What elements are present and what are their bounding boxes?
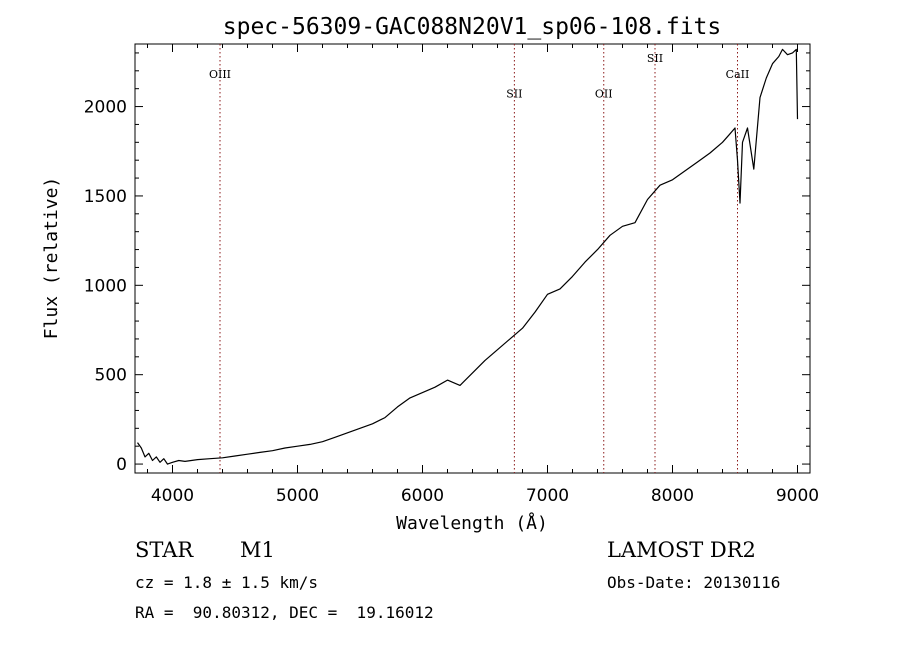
spectrum-series-line — [137, 48, 799, 465]
y-tick-label: 1500 — [84, 187, 127, 207]
chart-title: spec-56309-GAC088N20V1_sp06-108.fits — [223, 14, 722, 40]
object-subclass: M1 — [240, 538, 275, 562]
plot-frame — [134, 43, 811, 474]
y-tick-label: 1000 — [84, 276, 127, 296]
spectrum-line-layer — [137, 48, 799, 465]
spectral-line-label: OIII — [209, 68, 231, 81]
x-tick-label: 5000 — [276, 486, 319, 506]
spectral-line-label: CaII — [726, 68, 750, 81]
y-tick-label: 2000 — [84, 98, 127, 118]
x-axis-label: Wavelength (Å) — [396, 512, 548, 534]
axis-ticks: 4000 5000 6000 7000 8000 9000 0 500 1000 1500 2000 — [84, 44, 819, 506]
spectral-line-label: SII — [506, 88, 522, 101]
y-tick-label: 0 — [116, 455, 127, 475]
spectral-line-label: SII — [647, 52, 663, 65]
x-tick-label: 9000 — [776, 486, 819, 506]
y-axis-label: Flux (relative) — [41, 177, 62, 340]
spectral-line-markers: OIII SII OII SII CaII — [209, 44, 749, 473]
y-tick-label: 500 — [95, 366, 127, 386]
x-tick-label: 4000 — [151, 486, 194, 506]
spectral-line-label: OII — [595, 88, 613, 101]
x-tick-label: 8000 — [651, 486, 694, 506]
x-tick-label: 7000 — [526, 486, 569, 506]
x-tick-label: 6000 — [401, 486, 444, 506]
obs-date: Obs-Date: 20130116 — [607, 573, 781, 592]
object-type: STAR — [135, 538, 194, 562]
survey-name: LAMOST DR2 — [607, 538, 756, 562]
coordinates: RA = 90.80312, DEC = 19.16012 — [135, 603, 434, 622]
redshift-text: cz = 1.8 ± 1.5 km/s — [135, 573, 319, 592]
